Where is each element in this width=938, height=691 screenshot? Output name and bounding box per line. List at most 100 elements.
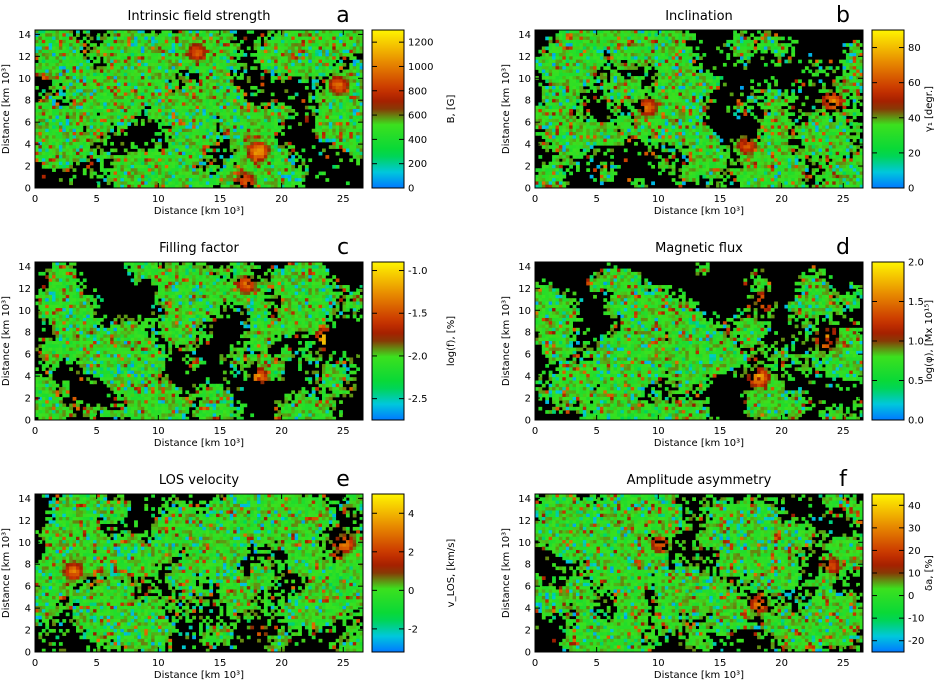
heatmap-cell <box>134 145 138 149</box>
heatmap-cell <box>614 83 618 87</box>
heatmap-cell <box>288 60 292 64</box>
heatmap-cell <box>114 93 118 97</box>
heatmap-cell <box>100 165 104 169</box>
heatmap-cell <box>689 96 693 100</box>
heatmap-cell <box>158 168 162 172</box>
heatmap-cell <box>590 83 594 87</box>
heatmap-cell <box>117 37 121 41</box>
heatmap-cell <box>103 152 107 156</box>
heatmap-cell <box>144 109 148 113</box>
heatmap-cell <box>83 83 87 87</box>
heatmap-cell <box>353 56 357 60</box>
heatmap-cell <box>675 63 679 67</box>
heatmap-cell <box>291 53 295 57</box>
heatmap-cell <box>343 132 347 136</box>
heatmap-cell <box>138 33 142 37</box>
heatmap-cell <box>83 30 87 34</box>
heatmap-cell <box>583 37 587 41</box>
heatmap-cell <box>274 175 278 179</box>
heatmap-cell <box>655 63 659 67</box>
heatmap-cell <box>353 40 357 44</box>
heatmap-cell <box>76 43 80 47</box>
heatmap-cell <box>644 60 648 64</box>
heatmap-cell <box>179 132 183 136</box>
heatmap-cell <box>66 73 70 77</box>
heatmap-cell <box>356 66 360 70</box>
heatmap-cell <box>562 50 566 54</box>
heatmap-cell <box>52 149 56 153</box>
heatmap-cell <box>226 50 230 54</box>
heatmap-cell <box>254 122 258 126</box>
heatmap-cell <box>76 63 80 67</box>
heatmap-cell <box>679 79 683 83</box>
heatmap-cell <box>788 96 792 100</box>
heatmap-cell <box>346 43 350 47</box>
heatmap-cell <box>583 40 587 44</box>
heatmap-cell <box>62 99 66 103</box>
heatmap-cell <box>175 109 179 113</box>
heatmap-cell <box>665 79 669 83</box>
heatmap-cell <box>202 33 206 37</box>
heatmap-cell <box>843 70 847 74</box>
heatmap-cell <box>696 79 700 83</box>
heatmap-cell <box>73 152 77 156</box>
heatmap-cell <box>709 76 713 80</box>
heatmap-cell <box>165 86 169 90</box>
heatmap-cell <box>295 37 299 41</box>
heatmap-cell <box>846 79 850 83</box>
heatmap-cell <box>562 53 566 57</box>
heatmap-cell <box>148 178 152 182</box>
heatmap-cell <box>199 63 203 67</box>
heatmap-cell <box>90 66 94 70</box>
heatmap-cell <box>278 181 282 185</box>
heatmap-cell <box>566 89 570 93</box>
heatmap-cell <box>685 83 689 87</box>
heatmap-cell <box>103 135 107 139</box>
heatmap-cell <box>138 70 142 74</box>
heatmap-cell <box>86 70 90 74</box>
heatmap-cell <box>250 129 254 133</box>
heatmap-cell <box>832 83 836 87</box>
heatmap-cell <box>100 149 104 153</box>
heatmap-cell <box>332 125 336 129</box>
heatmap-cell <box>83 93 87 97</box>
heatmap-cell <box>603 30 607 34</box>
heatmap-cell <box>278 76 282 80</box>
y-tick-label: 8 <box>25 96 31 107</box>
heatmap-cell <box>254 116 258 120</box>
heatmap-cell <box>747 56 751 60</box>
heatmap-cell <box>281 46 285 50</box>
heatmap-cell <box>709 86 713 90</box>
heatmap-cell <box>168 122 172 126</box>
heatmap-cell <box>312 112 316 116</box>
heatmap-cell <box>216 60 220 64</box>
heatmap-cell <box>692 76 696 80</box>
heatmap-cell <box>812 63 816 67</box>
heatmap-cell <box>655 66 659 70</box>
heatmap-cell <box>624 30 628 34</box>
heatmap-cell <box>781 50 785 54</box>
heatmap-cell <box>42 112 46 116</box>
heatmap-cell <box>69 132 73 136</box>
heatmap-cell <box>319 76 323 80</box>
heatmap-cell <box>644 63 648 67</box>
heatmap-cell <box>175 106 179 110</box>
heatmap-cell <box>202 106 206 110</box>
heatmap-cell <box>312 79 316 83</box>
heatmap-cell <box>175 168 179 172</box>
heatmap-cell <box>223 172 227 176</box>
heatmap-cell <box>66 119 70 123</box>
heatmap-cell <box>165 119 169 123</box>
heatmap-cell <box>155 158 159 162</box>
heatmap-cell <box>168 70 172 74</box>
heatmap-cell <box>202 132 206 136</box>
heatmap-cell <box>83 79 87 83</box>
heatmap-cell <box>325 106 329 110</box>
heatmap-cell <box>168 46 172 50</box>
heatmap-cell <box>679 93 683 97</box>
heatmap-cell <box>791 83 795 87</box>
heatmap-cell <box>38 99 42 103</box>
heatmap-cell <box>336 109 340 113</box>
heatmap-cell <box>610 79 614 83</box>
heatmap-cell <box>566 76 570 80</box>
